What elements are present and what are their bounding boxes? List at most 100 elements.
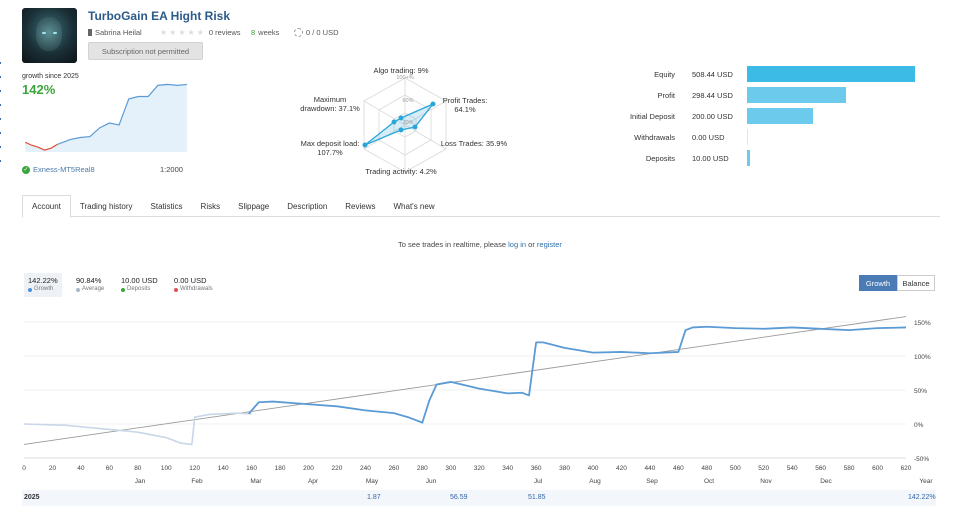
verified-check-icon: ✓: [22, 165, 30, 174]
left-edge-marks: [0, 62, 1, 162]
financials-panel: Equity 508.44 USD Profit 298.44 USD Initial …: [580, 66, 940, 176]
financial-label: Initial Deposit: [629, 112, 675, 121]
financial-label: Equity: [654, 70, 675, 79]
growth-toggle-button[interactable]: Growth: [859, 275, 897, 291]
signal-title[interactable]: TurboGain EA Hight Risk: [88, 9, 231, 23]
tab-risks[interactable]: Risks: [200, 201, 221, 211]
radar-label-profit-trades-value: 64.1%: [454, 105, 476, 114]
avatar-eye: [53, 32, 57, 34]
radar-shape: [364, 103, 434, 146]
tab-what-s-new[interactable]: What's new: [393, 201, 435, 211]
subscribers-icon: [294, 28, 303, 37]
x-tick-label: 220: [332, 465, 343, 472]
legend-value: 142.22%: [28, 276, 58, 285]
tab-slippage[interactable]: Slippage: [238, 201, 270, 211]
financial-value: 298.44 USD: [692, 91, 733, 100]
legend-dot: [28, 287, 32, 292]
radar-label-max-deposit-value: 107.7%: [317, 148, 343, 157]
legend-dot: [174, 287, 178, 292]
x-tick-label: 600: [872, 465, 883, 472]
subscribers-info: 0 / 0 USD: [294, 28, 339, 37]
tab-account[interactable]: Account: [22, 195, 71, 218]
tab-trading-history[interactable]: Trading history: [79, 201, 133, 211]
reviews-count[interactable]: 0 reviews: [208, 28, 241, 37]
x-tick-label: 280: [417, 465, 428, 472]
x-tick-label: 480: [701, 465, 712, 472]
radar-label-profit-trades-title: Profit Trades:: [442, 96, 488, 105]
weeks-info: 8 weeks: [251, 28, 279, 37]
x-tick-label: 340: [502, 465, 513, 472]
x-tick-label: 180: [275, 465, 286, 472]
x-tick-label: 460: [673, 465, 684, 472]
author-info[interactable]: Sabrina Heilal: [88, 28, 142, 37]
login-link[interactable]: log in: [508, 240, 527, 249]
x-tick-label: 620: [901, 465, 912, 472]
x-tick-label: 260: [388, 465, 399, 472]
x-tick-label: 360: [531, 465, 542, 472]
legend-item-growth[interactable]: 142.22% Growth: [24, 273, 62, 297]
month-label: Jun: [426, 478, 437, 485]
x-tick-label: 0: [22, 465, 26, 472]
x-tick-label: 120: [189, 465, 200, 472]
radar-point-drawdown: [391, 119, 397, 125]
radar-ring-label-100: 100+%: [396, 75, 413, 81]
yearly-table-row: [22, 490, 936, 506]
legend-label: Average: [82, 286, 105, 292]
broker-link[interactable]: ✓ Exness-MT5Real8: [22, 165, 95, 174]
subscribe-button[interactable]: Subscription not permitted: [88, 42, 203, 60]
radar-chart: 100+% 60% 20%: [362, 75, 447, 173]
legend-item-withdrawals[interactable]: 0.00 USD Withdrawals: [170, 273, 217, 297]
financial-bar: [747, 87, 846, 103]
radar-point-loss: [412, 124, 418, 130]
month-label: May: [366, 478, 379, 485]
x-tick-label: 580: [844, 465, 855, 472]
author-avatar[interactable]: [22, 8, 77, 63]
register-link[interactable]: register: [536, 240, 562, 249]
x-tick-label: 500: [730, 465, 741, 472]
broker-name[interactable]: Exness-MT5Real8: [33, 165, 95, 174]
radar-point-activity: [398, 127, 404, 133]
x-tick-label: 60: [106, 465, 114, 472]
month-label: Year: [919, 478, 933, 485]
month-label: Nov: [760, 478, 772, 485]
tab-bar: Account Trading history Statistics Risks Sli…: [22, 195, 940, 218]
realtime-notice: To see trades in realtime, please log in…: [0, 240, 960, 249]
mini-chart-area: [25, 84, 188, 152]
legend-item-deposits[interactable]: 10.00 USD Deposits: [117, 273, 162, 297]
author-name[interactable]: Sabrina Heilal: [95, 28, 142, 37]
leverage-value: 1:2000: [160, 165, 183, 174]
x-tick-label: 560: [815, 465, 826, 472]
x-tick-label: 540: [787, 465, 798, 472]
subscribers-value: 0 / 0 USD: [306, 28, 339, 37]
legend-label: Growth: [34, 286, 54, 292]
tab-reviews[interactable]: Reviews: [345, 201, 376, 211]
tab-description[interactable]: Description: [287, 201, 328, 211]
month-label: Jan: [135, 478, 146, 485]
radar-label-max-drawdown-title: Maximum: [313, 95, 347, 104]
radar-axis: [363, 100, 447, 150]
tab-statistics[interactable]: Statistics: [150, 201, 183, 211]
x-tick-label: 100: [161, 465, 172, 472]
legend-value: 90.84%: [76, 276, 102, 285]
radar-label-loss-trades: Loss Trades: 35.9%: [440, 139, 508, 148]
radar-label-max-drawdown: Maximum drawdown: 37.1%: [298, 95, 362, 113]
growth-history-line: [23, 412, 252, 446]
trend-line: [23, 316, 907, 445]
legend-value: 0.00 USD: [174, 276, 207, 285]
rating-stars[interactable]: ★ ★ ★ ★ ★ 0 reviews: [160, 28, 241, 37]
radar-point-deposit: [362, 142, 368, 148]
legend-label: Withdrawals: [180, 286, 213, 292]
y-tick-label: 0%: [914, 422, 924, 429]
month-label: Mar: [250, 478, 262, 485]
legend-item-average[interactable]: 90.84% Average: [72, 273, 108, 297]
financial-value: 10.00 USD: [692, 154, 729, 163]
mini-chart-negative-line: [24, 141, 58, 151]
radar-label-trading-activity: Trading activity: 4.2%: [365, 167, 437, 176]
table-cell-may: 1.87: [367, 494, 381, 501]
balance-toggle-button[interactable]: Balance: [897, 275, 935, 291]
financial-label: Withdrawals: [634, 133, 675, 142]
radar-label-max-deposit: Max deposit load: 107.7%: [298, 139, 362, 157]
table-cell-jun: 56.59: [450, 494, 468, 501]
financial-bar: [747, 66, 915, 82]
financial-bar: [747, 150, 751, 166]
